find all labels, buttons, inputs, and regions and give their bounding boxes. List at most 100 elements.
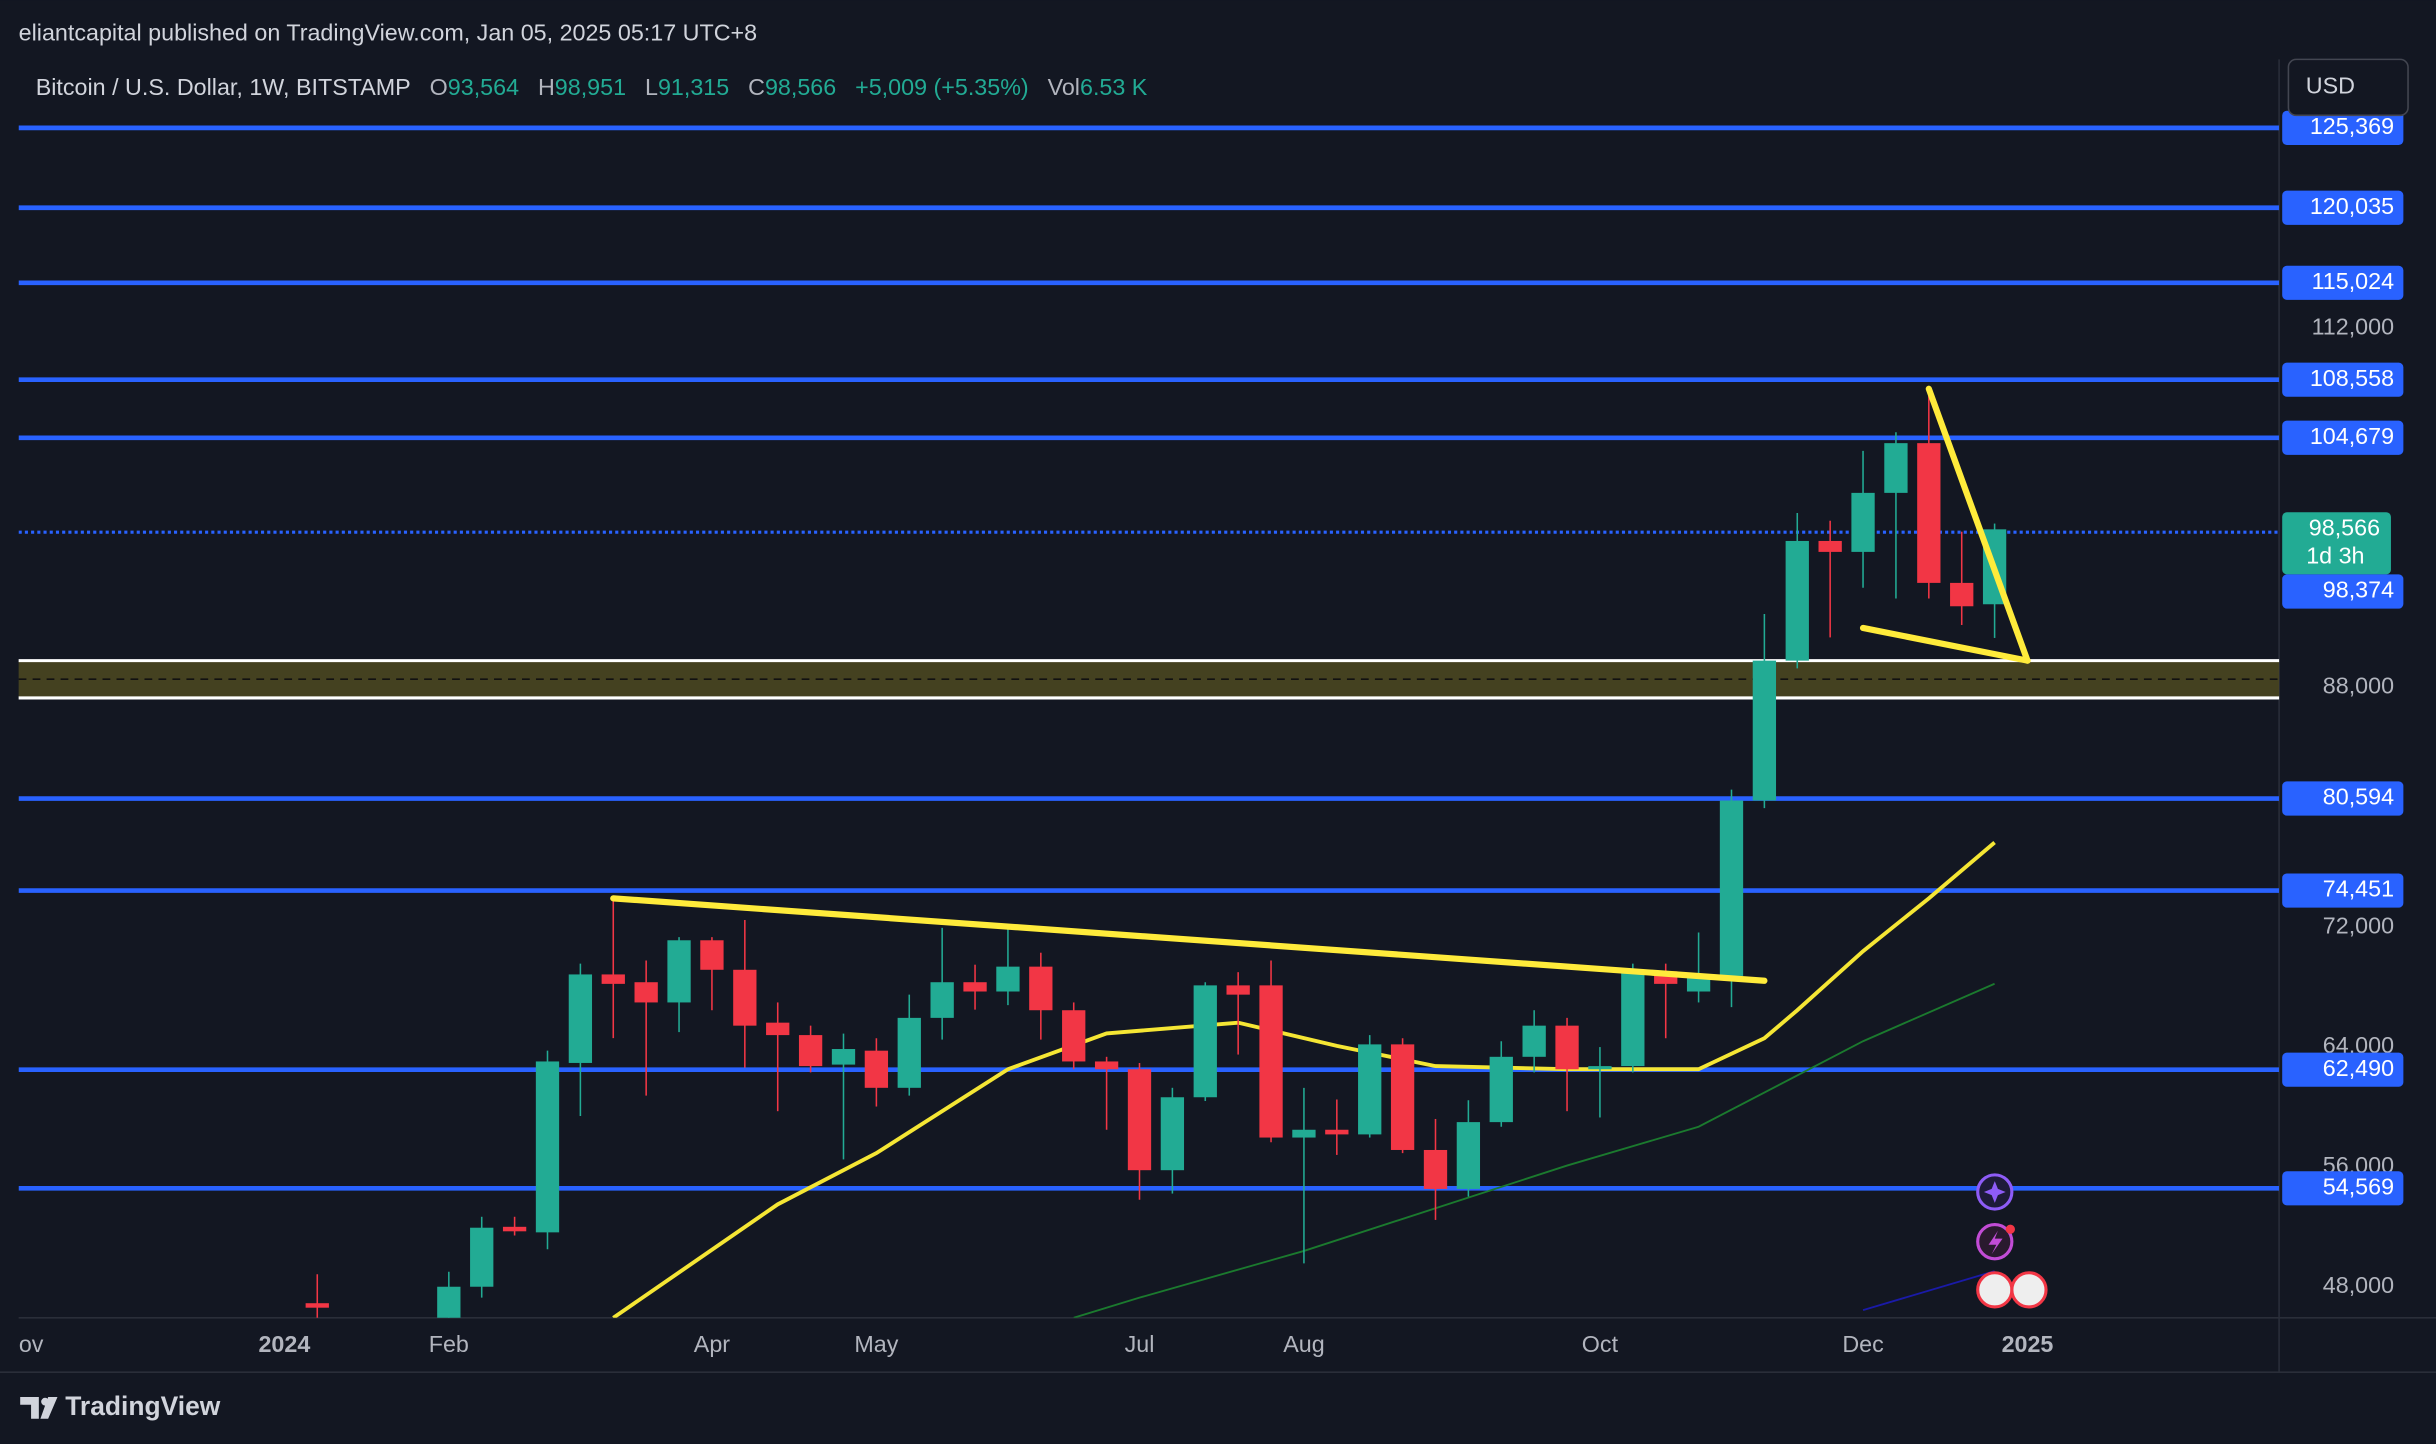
candle-body — [535, 1061, 560, 1233]
level-label: 54,569 — [2323, 1173, 2394, 1199]
currency-button[interactable] — [2287, 58, 2409, 117]
level-label-box — [2282, 190, 2404, 225]
candle-body — [470, 1227, 494, 1287]
level-label: 104,679 — [2310, 423, 2394, 449]
candle-body — [1292, 1129, 1316, 1138]
level-label: 62,490 — [2323, 1055, 2394, 1081]
level-label: 80,594 — [2323, 784, 2394, 810]
level-label-box — [2282, 110, 2404, 145]
candle-body — [1785, 540, 1809, 661]
candle-body — [1917, 443, 1941, 583]
candle-body — [733, 969, 757, 1026]
candle-body — [1325, 1129, 1349, 1135]
symbol: Bitcoin / U.S. Dollar, 1W, BITSTAMP — [36, 74, 411, 100]
candle-body — [1686, 975, 1711, 992]
icon-flag[interactable] — [2010, 1271, 2048, 1309]
trendline — [610, 895, 1768, 984]
event-icons — [1976, 1173, 2048, 1309]
candle-body — [1423, 1149, 1448, 1189]
y-tick-label: 88,000 — [2323, 673, 2394, 699]
change: +5,009 (+5.35%) — [855, 74, 1029, 100]
candle-body — [1621, 971, 1645, 1067]
last-price-box — [2282, 512, 2391, 575]
x-tick-label: ov — [19, 1331, 44, 1357]
candle-body — [897, 1017, 921, 1088]
trendline — [1925, 385, 2031, 664]
candle-body — [601, 974, 625, 984]
x-tick-label: Dec — [1842, 1331, 1884, 1357]
candle-body — [996, 966, 1020, 992]
trendline — [1859, 624, 2031, 664]
level-label-box — [2282, 873, 2404, 908]
candle-body — [1358, 1044, 1382, 1135]
candle-body — [667, 940, 691, 1003]
candle-body — [1456, 1122, 1481, 1189]
y-tick-label: 48,000 — [2323, 1272, 2394, 1298]
candle-body — [1390, 1044, 1415, 1150]
level-label-box — [2282, 265, 2404, 300]
legend-value: 98,566 — [765, 74, 836, 100]
candle-body — [568, 974, 593, 1063]
level-label: 74,451 — [2323, 876, 2394, 902]
level-label: 108,558 — [2310, 365, 2394, 391]
candle-body — [634, 982, 658, 1003]
candle-body — [1489, 1056, 1513, 1123]
candle-body — [1094, 1061, 1119, 1070]
candle-body — [1719, 800, 1744, 976]
legend-key: L — [645, 74, 658, 100]
candle-body — [502, 1226, 527, 1232]
icon-flag[interactable] — [1976, 1271, 2014, 1309]
support-zone — [18, 660, 2280, 698]
vol-key: Vol — [1048, 74, 1080, 100]
candle-body — [1193, 985, 1217, 1098]
candle-body — [1588, 1066, 1612, 1070]
currency-label[interactable]: USD — [2306, 73, 2355, 99]
x-tick-label: Apr — [694, 1331, 730, 1357]
legend-value: 93,564 — [448, 74, 519, 100]
candle-body — [305, 1303, 329, 1308]
candle-body — [1851, 492, 1875, 552]
level-label-box — [2282, 362, 2404, 397]
candle-body — [864, 1050, 889, 1088]
moving-average — [1862, 1270, 1995, 1311]
candle-body — [1127, 1069, 1152, 1171]
legend: Bitcoin / U.S. Dollar, 1W, BITSTAMP O93,… — [36, 74, 1148, 100]
candle-body — [1818, 540, 1842, 552]
logo-dot — [41, 1397, 49, 1406]
x-tick-label: 2024 — [258, 1331, 310, 1357]
legend-value: 91,315 — [658, 74, 729, 100]
candle-body — [1259, 985, 1283, 1138]
legend-value: 98,951 — [555, 74, 626, 100]
candle-body — [798, 1035, 823, 1067]
candle-body — [766, 1022, 790, 1036]
candle-body — [930, 982, 954, 1018]
candle-body — [1950, 582, 1974, 607]
level-label-box — [2282, 781, 2404, 816]
candle-body — [1884, 443, 1908, 493]
vol-value: 6.53 K — [1080, 74, 1148, 100]
candle-body — [1062, 1010, 1086, 1062]
candle-body — [1226, 985, 1250, 995]
candle-body — [1555, 1025, 1579, 1070]
x-tick-label: May — [854, 1331, 898, 1357]
icon-dot — [2005, 1224, 2015, 1234]
countdown: 1d 3h — [2306, 542, 2364, 568]
legend-key: O — [430, 74, 448, 100]
level-label: 125,369 — [2310, 113, 2394, 139]
candle-body — [831, 1049, 856, 1065]
footer-brand: TradingView — [65, 1391, 221, 1421]
level-label-box — [2282, 1052, 2404, 1087]
publisher: eliantcapital published on TradingView.c… — [19, 20, 757, 46]
candle-body — [437, 1286, 461, 1318]
candle-body — [963, 982, 987, 992]
last-price-label: 98,566 — [2309, 514, 2380, 540]
y-tick-label: 72,000 — [2323, 912, 2394, 938]
level-label: 115,024 — [2312, 268, 2395, 294]
icon-bolt — [1988, 1230, 2003, 1255]
moving-average — [612, 840, 1996, 1318]
moving-average — [1073, 982, 1995, 1318]
candle-body — [1752, 660, 1777, 801]
candle-body — [700, 940, 724, 970]
